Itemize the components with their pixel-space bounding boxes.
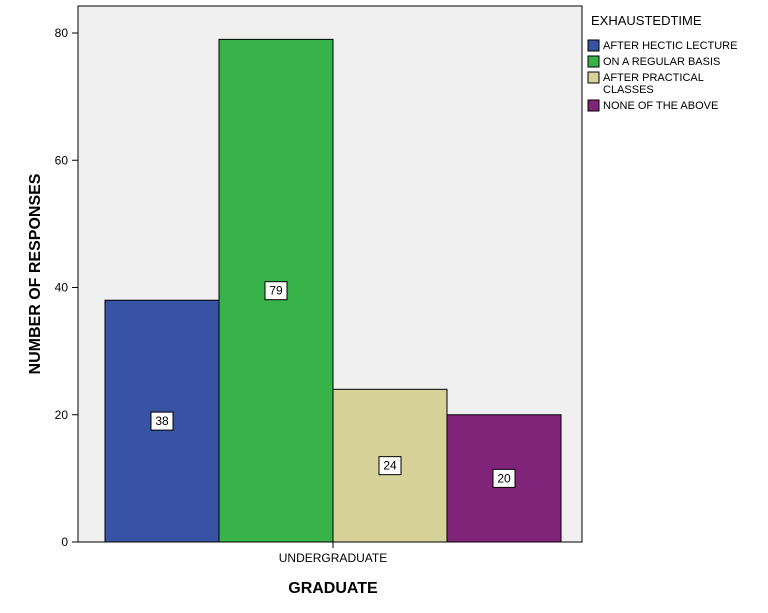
data-label: 20 (497, 471, 511, 485)
legend-label: CLASSES (603, 84, 654, 96)
legend-label: AFTER PRACTICAL (603, 72, 704, 84)
y-tick-label: 40 (55, 281, 69, 295)
bar-series (104, 38, 562, 548)
legend-swatch (587, 99, 600, 112)
legend-label: NONE OF THE ABOVE (603, 100, 718, 112)
legend-swatch (587, 39, 600, 52)
data-label: 38 (155, 414, 169, 428)
x-axis-title: GRADUATE (288, 580, 378, 597)
y-tick-label: 0 (61, 535, 68, 549)
data-label-box (150, 411, 174, 431)
y-axis-title: NUMBER OF RESPONSES (27, 173, 44, 374)
x-category-label: UNDERGRADUATE (279, 551, 387, 565)
legend-label: AFTER HECTIC LECTURE (603, 40, 737, 52)
y-tick-label: 60 (55, 153, 69, 167)
y-tick-label: 80 (55, 26, 69, 40)
data-label-box (264, 281, 288, 301)
legend-swatch (587, 71, 600, 84)
legend-swatch (587, 55, 600, 68)
y-tick-label: 20 (55, 408, 69, 422)
data-labels: 38 79 24 20 (150, 281, 516, 488)
data-label: 79 (269, 284, 283, 298)
legend-label: ON A REGULAR BASIS (603, 56, 720, 68)
legend-title: EXHAUSTEDTIME (591, 13, 702, 28)
legend: EXHAUSTEDTIME AFTER HECTIC LECTURE ON A R… (587, 13, 737, 112)
y-axis: 0 20 40 60 80 (55, 26, 78, 549)
data-label-box (492, 468, 516, 488)
data-label: 24 (383, 459, 397, 473)
data-label-box (378, 456, 402, 476)
